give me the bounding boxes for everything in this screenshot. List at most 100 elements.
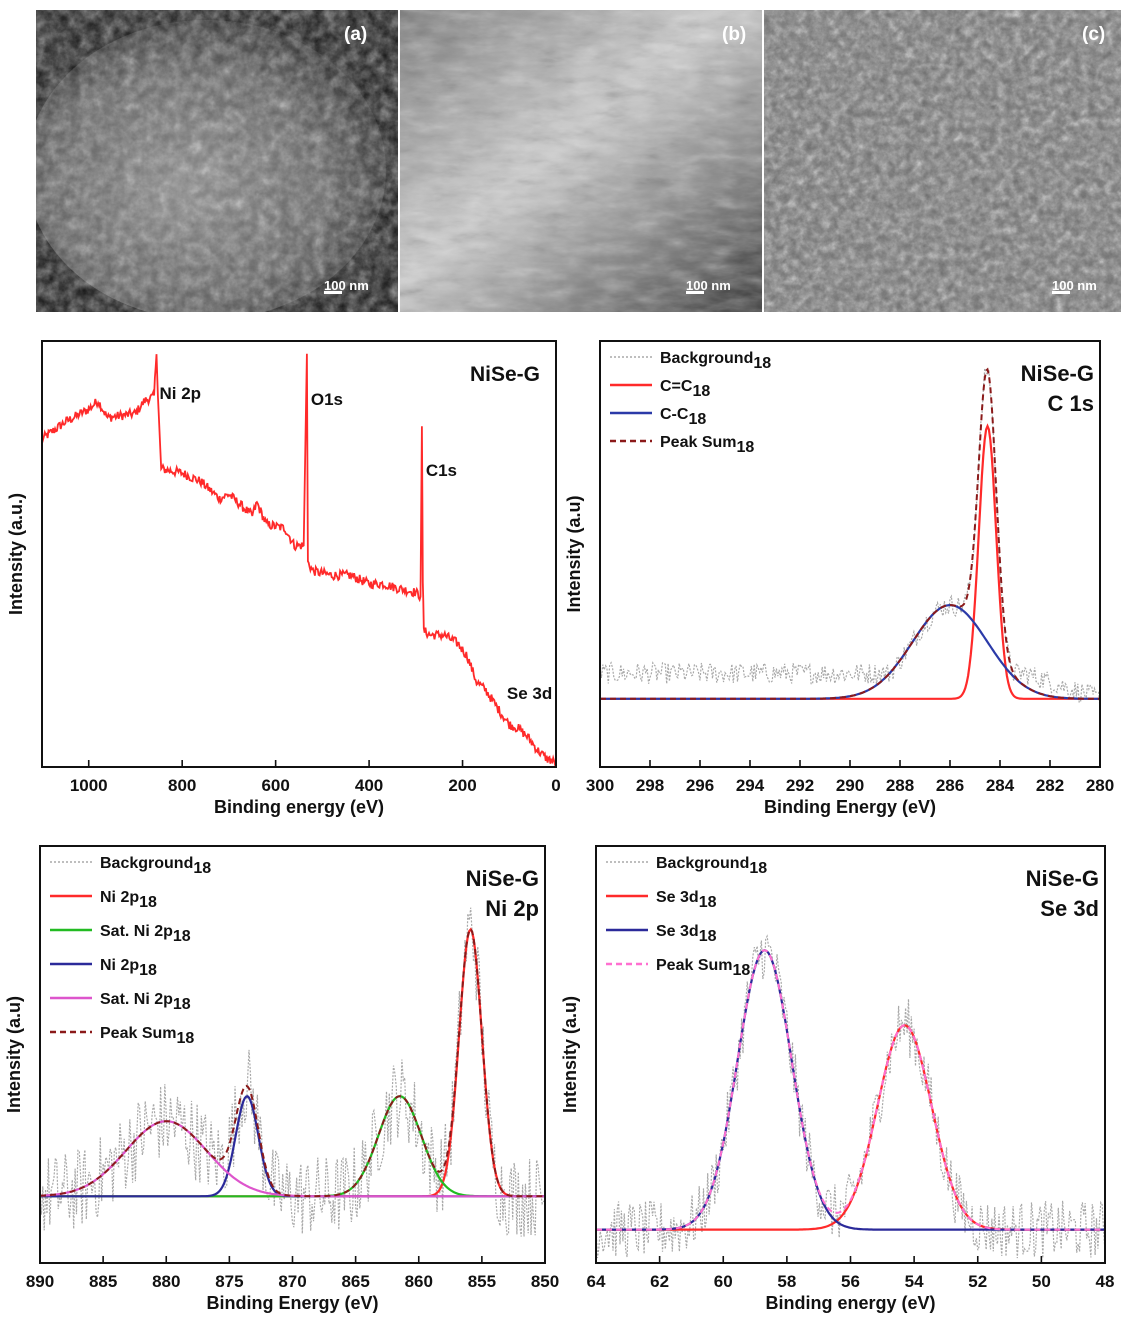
- background-series-line: [596, 934, 1105, 1259]
- region-label: Se 3d: [1040, 896, 1099, 921]
- start: Background18: [660, 350, 771, 372]
- sem-image-b: [400, 10, 762, 312]
- start: C-C18: [660, 406, 706, 428]
- x-tick-label: 850: [531, 1272, 559, 1291]
- peak-component-line: [40, 1120, 545, 1198]
- x-tick-label: 865: [341, 1272, 369, 1291]
- start: Peak Sum18: [660, 434, 754, 456]
- peak-sum-line: [600, 367, 1100, 700]
- plot-area: [42, 353, 556, 767]
- x-tick-label: 885: [89, 1272, 117, 1291]
- x-tick-label: 294: [736, 776, 765, 795]
- plot-area: [600, 367, 1100, 709]
- x-tick-label: 64: [587, 1272, 606, 1291]
- start: Se 3d18: [656, 923, 717, 945]
- start: Background18: [100, 855, 211, 877]
- scalebar-c: 100 nm: [1052, 278, 1097, 294]
- x-tick-label: 286: [936, 776, 964, 795]
- x-tick-label: 282: [1036, 776, 1064, 795]
- peak-component-line: [596, 949, 1105, 1231]
- start: Ni 2p18: [100, 957, 157, 979]
- scalebar-a: 100 nm: [324, 278, 369, 294]
- plot-frame: [599, 340, 1101, 768]
- x-tick-label: 200: [448, 776, 476, 795]
- sample-label: NiSe-G: [1026, 866, 1099, 891]
- peak-component-line: [600, 423, 1100, 700]
- x-tick-label: 296: [686, 776, 714, 795]
- peak-label: Ni 2p: [159, 384, 201, 403]
- xps-se3d-chart: 64 62 60 58 56 54 52 50 48 Binding energy (eV) Int…: [560, 845, 1114, 1313]
- x-tick-label: 60: [714, 1272, 733, 1291]
- sem-panel-c: (c) 100 nm: [764, 10, 1121, 312]
- background-series-line: [40, 907, 545, 1237]
- start: Sat. Ni 2p18: [100, 923, 191, 945]
- sem-panel-b: (b) 100 nm: [400, 10, 762, 312]
- x-tick-label: 855: [468, 1272, 496, 1291]
- x-tick-label: 800: [168, 776, 196, 795]
- x-tick-label: 870: [278, 1272, 306, 1291]
- x-axis-label: Binding energy (eV): [765, 1293, 935, 1313]
- y-axis-label: Intensity (a.u): [560, 996, 580, 1113]
- x-axis-label: Binding Energy (eV): [764, 797, 936, 817]
- start: Peak Sum18: [656, 957, 750, 979]
- peak-label: C1s: [426, 461, 457, 480]
- x-tick-label: 298: [636, 776, 664, 795]
- x-tick-label: 56: [841, 1272, 860, 1291]
- x-tick-label: 300: [586, 776, 614, 795]
- peak-component-line: [600, 603, 1100, 700]
- start: Ni 2p18: [100, 889, 157, 911]
- x-tick-label: 288: [886, 776, 914, 795]
- start: Peak Sum18: [100, 1025, 194, 1047]
- x-tick-label: 62: [650, 1272, 669, 1291]
- y-axis-label: Intensity (a.u.): [6, 493, 26, 615]
- peak-component-line: [40, 1095, 545, 1198]
- peak-label: Se 3d: [507, 684, 552, 703]
- sem-label-c: (c): [1082, 24, 1106, 45]
- scalebar-b: 100 nm: [686, 278, 731, 294]
- x-tick-label: 890: [26, 1272, 54, 1291]
- xps-ni2p-chart: 890 885 880 875 870 865 860 855 850 Binding Energ…: [4, 845, 559, 1313]
- x-tick-label: 860: [405, 1272, 433, 1291]
- x-tick-label: 0: [551, 776, 560, 795]
- start: Background18: [656, 855, 767, 877]
- sample-label: NiSe-G: [466, 866, 539, 891]
- x-axis-label: Binding energy (eV): [214, 797, 384, 817]
- x-tick-label: 880: [152, 1272, 180, 1291]
- plot-frame: [39, 845, 546, 1264]
- x-tick-label: 875: [215, 1272, 243, 1291]
- peak-sum-line: [596, 949, 1105, 1231]
- xps-c1s-chart: 300 298 296 294 292 290 288 286 284 282 280 Binding…: [564, 340, 1114, 817]
- start: Sat. Ni 2p18: [100, 991, 191, 1013]
- x-tick-label: 400: [355, 776, 383, 795]
- sem-label-a: (a): [344, 24, 368, 45]
- x-tick-label: 52: [968, 1272, 987, 1291]
- sample-label: NiSe-G: [470, 363, 540, 386]
- region-label: Ni 2p: [485, 896, 539, 921]
- sem-label-b: (b): [722, 24, 747, 45]
- survey-series-line: [42, 353, 556, 767]
- sample-label: NiSe-G: [1021, 361, 1094, 386]
- peak-label: O1s: [311, 390, 343, 409]
- x-tick-label: 292: [786, 776, 814, 795]
- x-tick-label: 58: [777, 1272, 796, 1291]
- x-tick-label: 600: [261, 776, 289, 795]
- x-tick-label: 1000: [70, 776, 108, 795]
- sem-image-a: [36, 10, 398, 312]
- region-label: C 1s: [1048, 391, 1094, 416]
- sem-image-c: [764, 10, 1121, 312]
- sem-panel-a: (a) 100 nm: [36, 10, 398, 312]
- y-axis-label: Intensity (a.u): [564, 495, 584, 612]
- y-axis-label: Intensity (a.u): [4, 996, 24, 1113]
- x-tick-label: 54: [905, 1272, 924, 1291]
- start: C=C18: [660, 378, 710, 400]
- x-tick-label: 50: [1032, 1272, 1051, 1291]
- x-tick-label: 290: [836, 776, 864, 795]
- xps-survey-chart: 1000 800 600 400 200 0 Binding energy (eV) Inte…: [6, 340, 560, 817]
- x-axis-label: Binding Energy (eV): [206, 1293, 378, 1313]
- peak-component-line: [40, 1095, 545, 1198]
- plot-frame: [41, 340, 557, 768]
- x-tick-label: 284: [986, 776, 1015, 795]
- start: Se 3d18: [656, 889, 717, 911]
- plot-area: [596, 934, 1105, 1259]
- x-tick-label: 280: [1086, 776, 1114, 795]
